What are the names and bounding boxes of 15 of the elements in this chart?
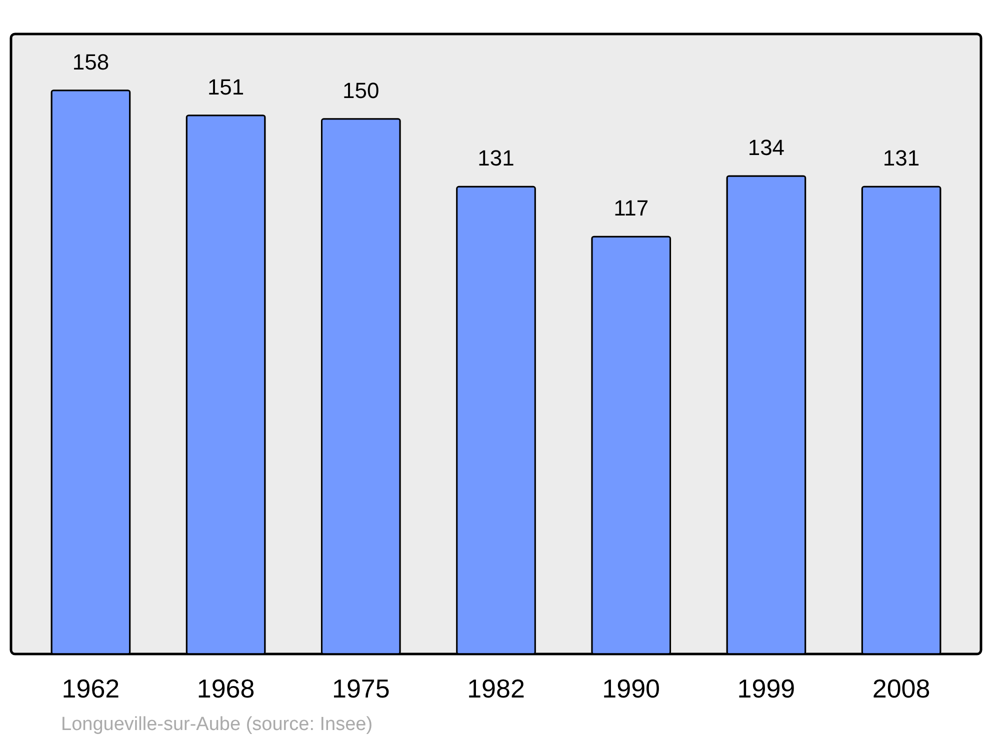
data-label: 158 — [72, 49, 110, 74]
data-label: 117 — [614, 196, 649, 221]
data-label: 150 — [342, 78, 380, 103]
data-label: 134 — [748, 134, 785, 160]
text: Longueville-sur-Aube (source: Insee) — [61, 714, 373, 735]
x-tick-label: 1962 — [62, 674, 120, 704]
x-tick-label: 1982 — [467, 674, 525, 704]
data-label: 151 — [207, 74, 244, 100]
x-tick-label: 1975 — [332, 674, 390, 704]
data-label: 131 — [478, 146, 514, 171]
x-tick-label: 2008 — [872, 674, 930, 704]
x-tick-label: 1990 — [602, 674, 660, 704]
data-label: 131 — [882, 146, 920, 171]
x-tick-label: 1999 — [737, 674, 796, 704]
x-tick-label: 1968 — [196, 674, 255, 704]
